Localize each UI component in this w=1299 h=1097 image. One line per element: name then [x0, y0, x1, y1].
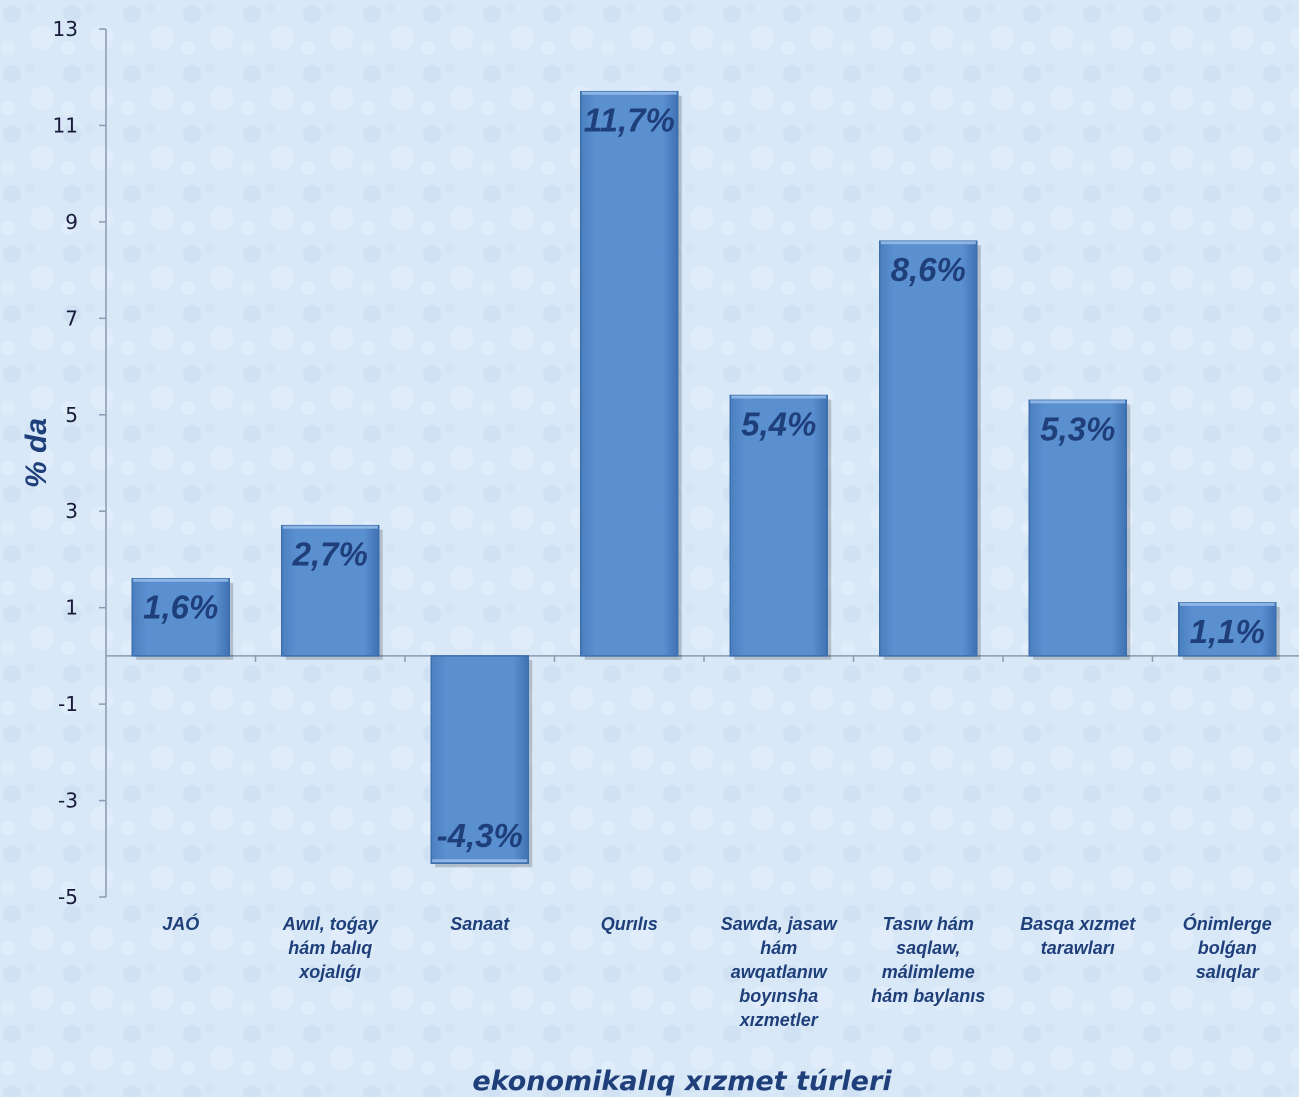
bar — [1028, 399, 1127, 657]
bar-highlight — [581, 91, 677, 95]
y-tick-label: 1 — [65, 596, 78, 620]
bar-highlight — [880, 241, 976, 245]
y-tick-label: -5 — [58, 885, 78, 909]
bar-highlight — [282, 525, 378, 529]
data-label: 5,4% — [741, 405, 816, 442]
bar — [1178, 602, 1277, 657]
category-label: Awıl, toǵay hám balıq xojalıǵı — [282, 914, 379, 982]
category-label: Basqa xızmet tarawları — [1020, 914, 1136, 958]
bar-highlight — [133, 578, 229, 582]
bar-highlight — [731, 395, 827, 399]
category-label: Sanaat — [450, 914, 510, 934]
category-label: Tasıw hám saqlaw, málimleme hám baylanıs — [871, 914, 985, 1006]
bar-highlight — [432, 859, 528, 863]
bar — [580, 90, 679, 657]
y-tick-label: -1 — [58, 692, 78, 716]
bar — [729, 394, 828, 657]
y-tick-label: 9 — [65, 210, 78, 234]
bar — [879, 240, 978, 657]
y-tick-label: 5 — [65, 403, 78, 427]
category-label: JAÓ — [162, 913, 199, 934]
data-label: 1,6% — [143, 589, 218, 626]
y-tick-label: 11 — [53, 113, 78, 137]
labels: 1,6% JAÓ 2,7% Awıl, toǵay hám balıq xojalıǵı -… — [143, 102, 1272, 1030]
data-label: 5,3% — [1040, 410, 1115, 447]
category-label: Ónimlerge bolǵan salıqlar — [1183, 913, 1272, 982]
bar — [430, 655, 529, 864]
y-tick-label: 7 — [65, 306, 78, 330]
y-axis-title: % da — [20, 418, 53, 488]
bar-highlight — [1179, 602, 1275, 606]
category-label: Qurılıs — [601, 914, 658, 934]
data-label: 2,7% — [292, 536, 368, 573]
y-tick-label: -3 — [58, 789, 78, 813]
data-label: 8,6% — [891, 251, 966, 288]
bar-highlight — [1030, 400, 1126, 404]
x-axis-title: ekonomikalıq xızmet túrleri — [472, 1066, 892, 1097]
category-label: Sawda, jasaw hám awqatlanıw boyınsha xızmetl… — [721, 914, 838, 1030]
bar — [131, 577, 230, 657]
data-label: 11,7% — [584, 102, 675, 139]
data-label: -4,3% — [437, 817, 523, 854]
data-label: 1,1% — [1190, 613, 1265, 650]
y-tick-label: 3 — [65, 499, 78, 523]
bar — [281, 524, 380, 657]
y-tick-label: 13 — [53, 17, 78, 41]
bars — [131, 90, 1280, 868]
